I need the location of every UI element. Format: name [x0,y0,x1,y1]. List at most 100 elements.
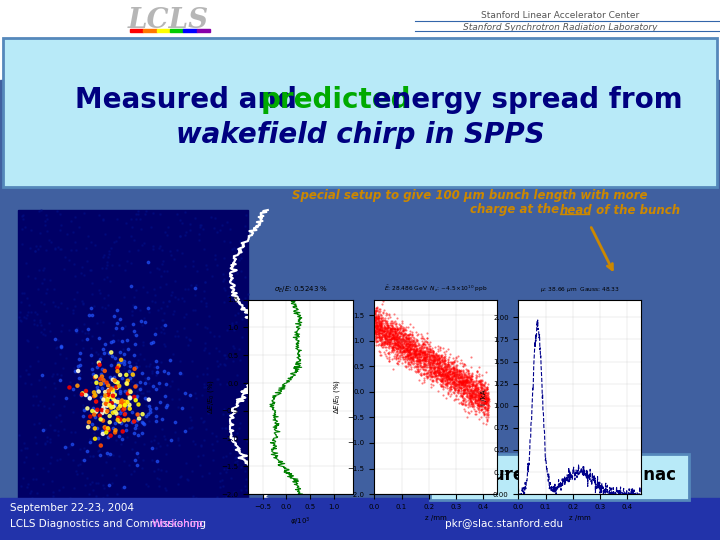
Point [445,384,456,393]
Point [117,387,129,395]
Point [400,344,412,353]
Point [148,363,160,372]
Point [22,336,33,345]
Point [388,333,400,342]
Point [447,383,459,391]
Point [109,407,121,416]
Point [15,297,27,306]
Point [390,335,401,343]
Point [431,352,443,361]
Point [405,350,416,359]
Point [482,406,493,414]
Point [72,461,84,470]
Point [390,333,401,341]
X-axis label: z /mm: z /mm [425,515,446,522]
Point [479,386,490,394]
Point [22,294,33,302]
Point [437,390,449,399]
Point [477,389,488,397]
Point [478,389,490,398]
Point [239,294,251,302]
Point [415,369,426,378]
Point [474,391,485,400]
Point [107,260,118,269]
Point [431,359,443,368]
Point [391,328,402,336]
Point [60,252,71,261]
Point [171,327,183,336]
Point [442,377,454,386]
Point [468,392,480,401]
Point [469,384,480,393]
Point [103,480,114,489]
Point [69,302,81,310]
Point [397,343,408,352]
Point [160,280,171,288]
Point [448,396,459,404]
Point [29,246,40,255]
Point [241,437,253,446]
Point [84,412,96,421]
Point [449,369,460,378]
Point [386,326,397,335]
Point [105,360,117,369]
Point [159,434,171,443]
Point [413,340,424,349]
Point [413,362,424,371]
Point [393,333,405,341]
Point [107,331,119,340]
Point [432,363,444,372]
Bar [130,29,143,32]
Point [449,367,461,376]
Point [77,343,89,352]
Point [440,367,451,375]
Point [124,461,135,470]
Point [432,363,444,372]
Point [428,352,439,361]
Point [424,347,436,355]
Point [407,356,418,364]
Point [441,381,452,389]
Point [97,493,109,502]
Point [395,330,406,339]
Point [421,355,433,364]
Point [408,345,419,353]
Point [423,361,435,370]
Point [16,481,27,490]
Point [391,338,402,347]
Point [458,362,469,370]
Point [374,347,385,355]
Point [387,333,399,342]
Point [442,363,454,372]
Point [432,371,444,380]
Point [383,336,395,345]
Point [166,376,177,385]
Point [110,394,122,402]
Point [132,400,144,409]
Point [424,372,436,380]
Point [420,360,432,368]
Point [415,354,426,363]
Point [97,252,109,261]
Point [440,370,451,379]
Point [172,385,184,394]
Point [377,297,389,306]
Point [384,323,395,332]
Point [145,437,156,445]
Point [194,235,205,244]
Point [442,370,454,379]
Point [449,368,461,376]
Point [478,384,490,393]
Point [476,371,487,380]
Point [55,299,67,307]
Point [411,360,423,368]
Point [410,368,421,376]
Point [403,348,415,356]
Point [54,210,66,218]
Point [131,448,143,457]
Point [22,308,34,317]
Point [407,358,418,367]
Point [387,333,399,341]
Point [472,400,484,409]
Point [399,326,410,334]
